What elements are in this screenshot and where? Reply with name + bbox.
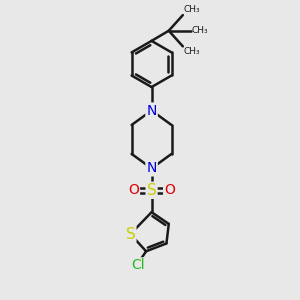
- Text: N: N: [146, 103, 157, 118]
- Text: O: O: [128, 183, 139, 197]
- Text: Cl: Cl: [131, 258, 145, 272]
- Text: CH₃: CH₃: [184, 47, 200, 56]
- Text: S: S: [147, 183, 156, 198]
- Text: S: S: [126, 226, 135, 242]
- Text: CH₃: CH₃: [191, 26, 208, 35]
- Text: O: O: [164, 183, 175, 197]
- Text: N: N: [146, 161, 157, 176]
- Text: CH₃: CH₃: [184, 5, 200, 14]
